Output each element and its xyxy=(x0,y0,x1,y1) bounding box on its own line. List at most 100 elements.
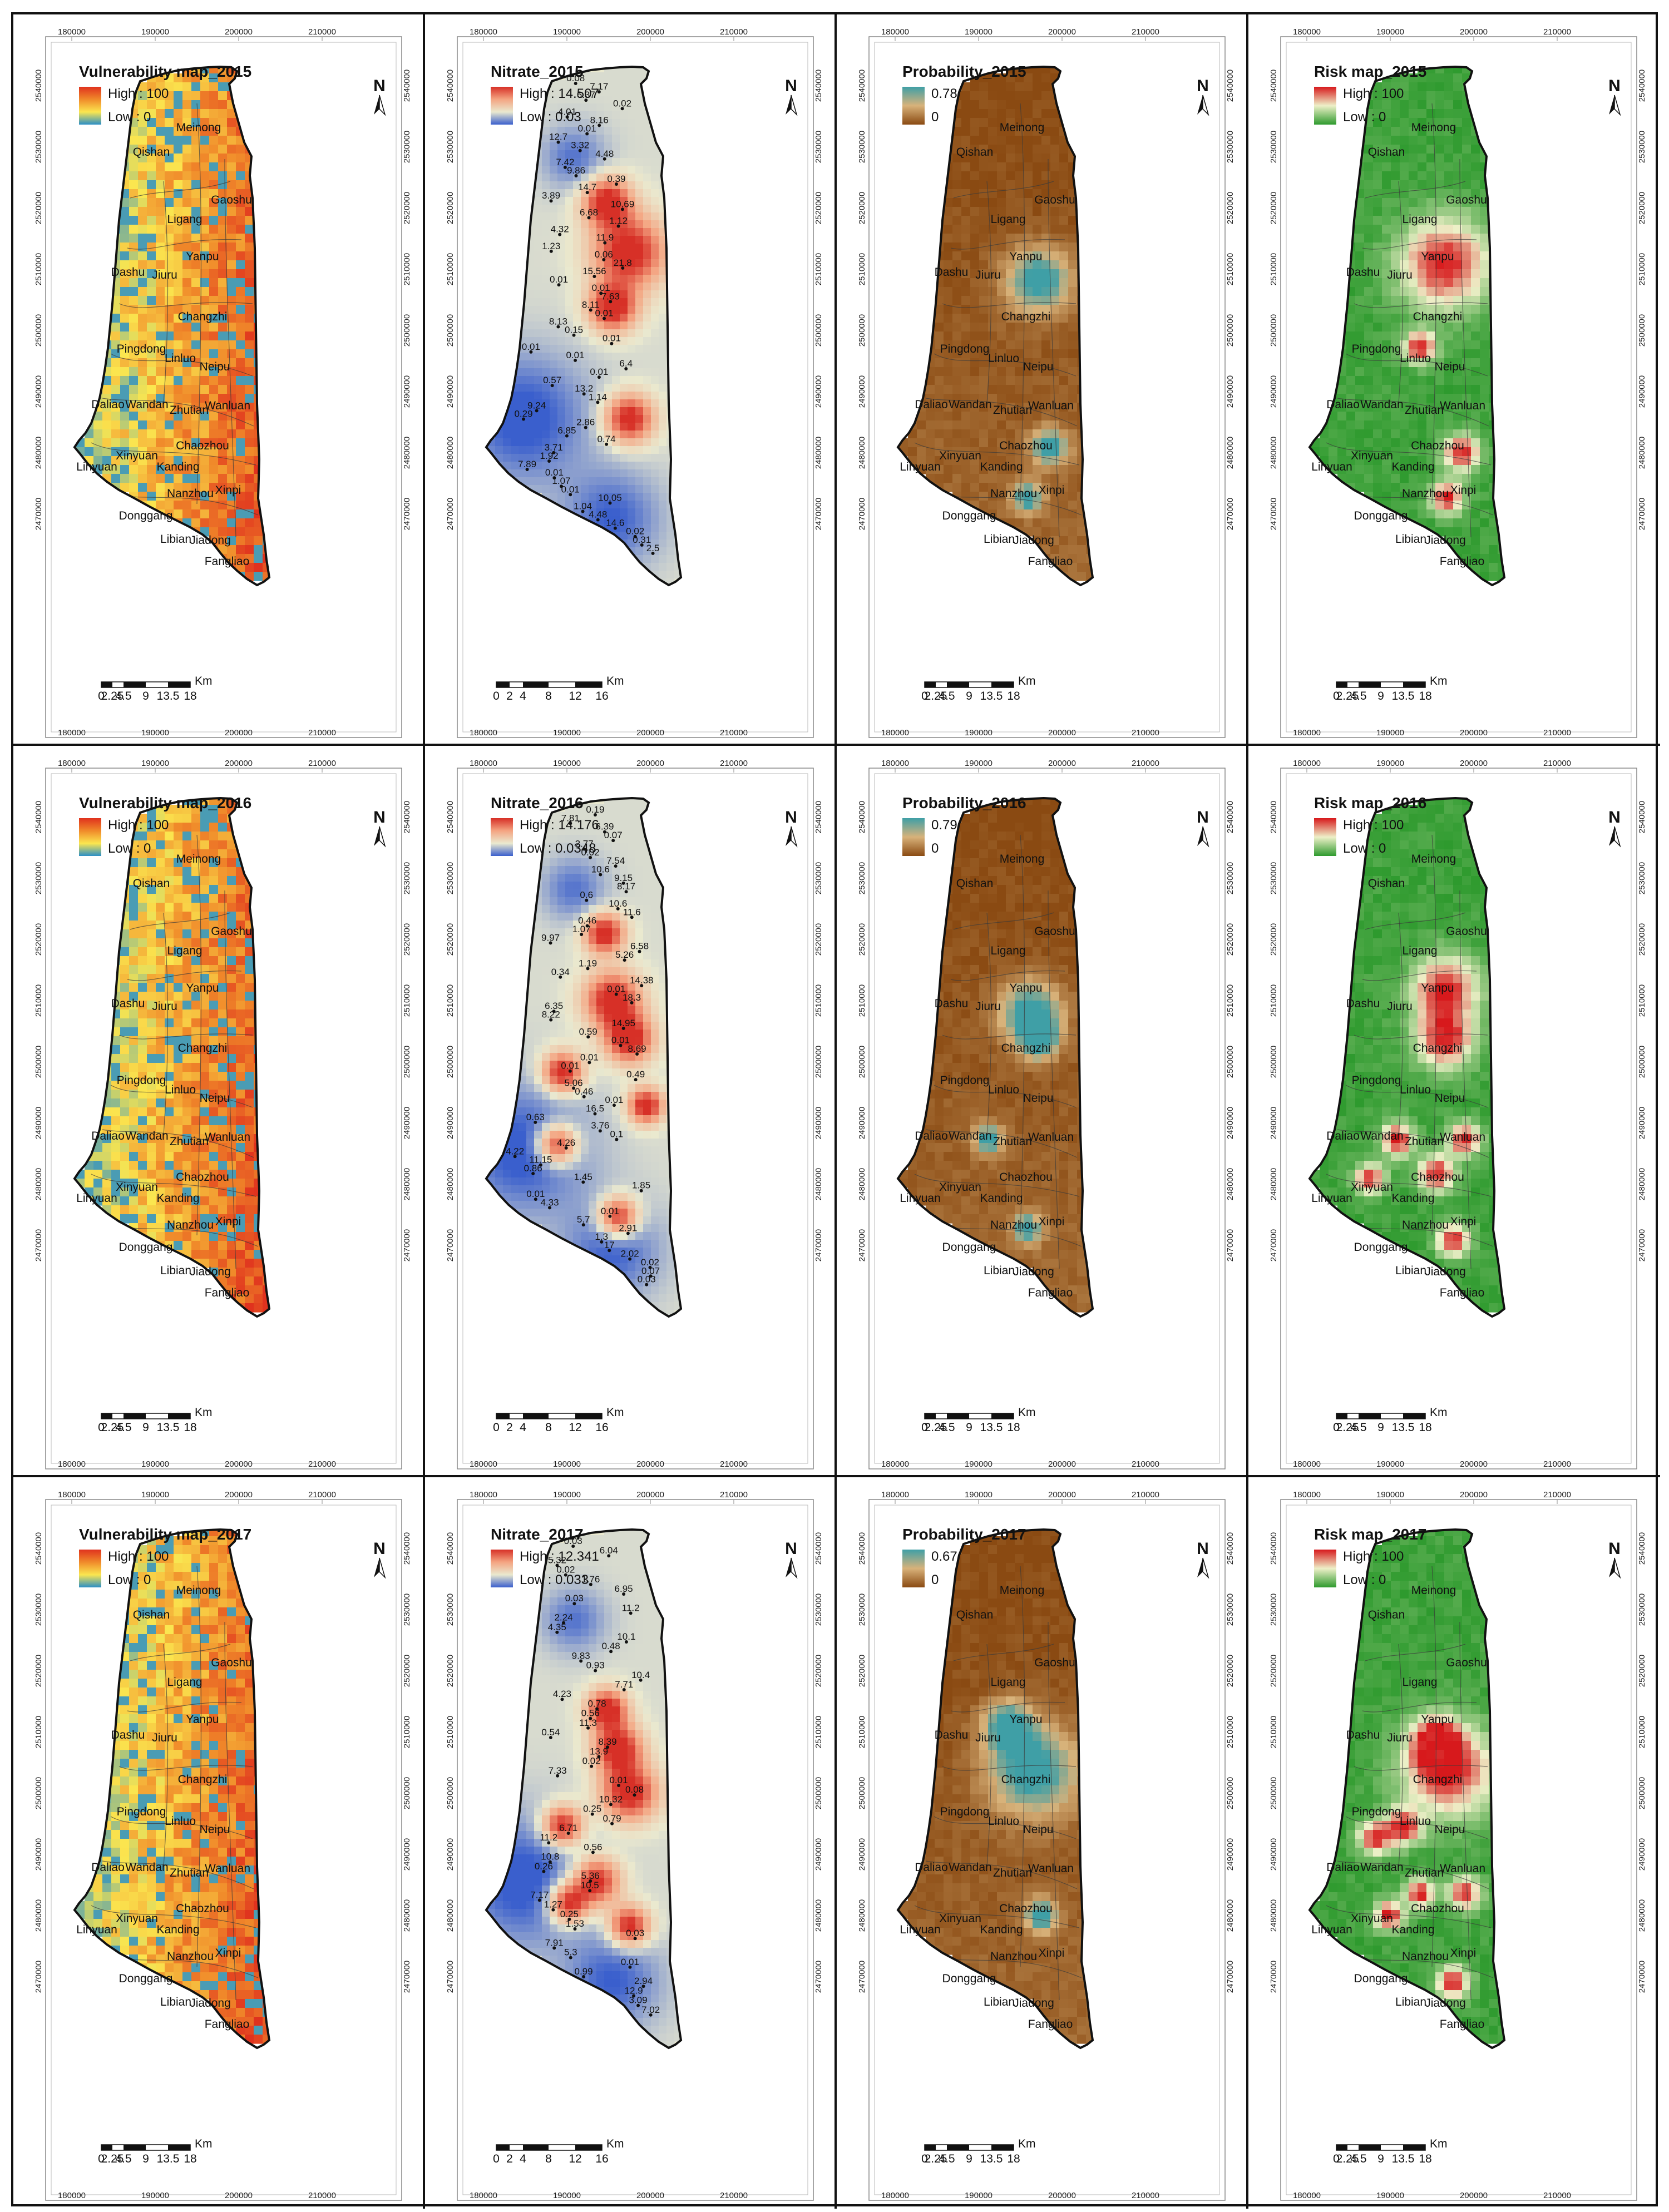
scale-bar: 02.254.5 9 13.5 18 Km xyxy=(921,2137,1035,2165)
town-label: Daliao xyxy=(91,1130,125,1142)
sample-well-point xyxy=(552,476,556,480)
y-coord-right: 2530000 xyxy=(402,131,412,163)
town-label: Chaozhou xyxy=(176,1171,229,1184)
y-coord-left: 2500000 xyxy=(34,1046,43,1078)
y-coord-right: 2510000 xyxy=(1226,1716,1235,1748)
sample-well-point xyxy=(542,1869,546,1873)
map-frame xyxy=(1280,36,1637,738)
sample-well-point xyxy=(622,1592,626,1596)
town-label: Yanpu xyxy=(1421,982,1454,994)
sample-well-point xyxy=(549,941,552,945)
y-coord-right: 2530000 xyxy=(402,1594,412,1626)
y-coord-left: 2530000 xyxy=(34,1594,43,1626)
nitrate-map-panel-2017: 180000 180000 190000 190000 200000 200000 2100… xyxy=(425,1477,837,2209)
y-coord-left: 2480000 xyxy=(446,437,455,469)
map-frame xyxy=(45,36,402,738)
town-label: Qishan xyxy=(133,877,170,890)
scale-tick-label: 0 xyxy=(98,2152,105,2165)
scale-tick-label: 8 xyxy=(545,1421,552,1434)
y-coord-right: 2490000 xyxy=(1637,1838,1647,1870)
sample-well-point xyxy=(633,1793,636,1797)
town-label: Meinong xyxy=(1411,853,1456,865)
y-coord-right: 2540000 xyxy=(814,1532,823,1565)
nitrate-value-label: 2.24 xyxy=(554,1612,572,1623)
sample-well-point xyxy=(639,1189,643,1192)
x-coord-top: 190000 xyxy=(1376,1490,1404,1500)
town-label: Fangliao xyxy=(1440,555,1485,568)
nitrate-value-label: 0.01 xyxy=(607,984,625,994)
scale-tick-label: 2 xyxy=(506,1421,513,1434)
nitrate-value-label: 2.91 xyxy=(619,1223,637,1234)
nitrate-value-label: 4.48 xyxy=(595,149,614,159)
nitrate-value-label: 17 xyxy=(604,1240,615,1250)
town-label: Chaozhou xyxy=(176,439,229,452)
sample-well-point xyxy=(589,855,592,859)
north-arrow-icon: N xyxy=(785,808,798,848)
study-area-outline xyxy=(896,796,1094,1318)
nitrate-value-label: 7.54 xyxy=(606,855,625,866)
map-frame xyxy=(1280,768,1637,1469)
x-coord-bottom: 180000 xyxy=(1293,2191,1321,2200)
nitrate-value-label: 0.02 xyxy=(626,526,644,537)
town-label: Xinpi xyxy=(215,484,241,497)
sample-well-point xyxy=(608,501,612,505)
sample-well-point xyxy=(621,1026,625,1030)
scale-unit-label: Km xyxy=(1018,675,1036,687)
nitrate-value-label: 2.77 xyxy=(575,838,594,849)
map-inner-frame xyxy=(462,1505,808,2195)
sample-well-point xyxy=(614,182,618,186)
town-label: Changzhi xyxy=(1001,1773,1051,1786)
nitrate-value-label: 1.19 xyxy=(579,958,597,968)
scale-bar: 0 2 4 8 12 16 Km xyxy=(493,675,624,702)
nitrate-value-label: 0.19 xyxy=(586,804,604,815)
nitrate-value-label: 7.17 xyxy=(590,81,608,92)
study-area-outline xyxy=(485,65,683,587)
x-coord-bottom: 210000 xyxy=(1132,728,1159,738)
y-coord-right: 2530000 xyxy=(814,1594,823,1626)
town-label: Daliao xyxy=(915,398,948,411)
sample-well-point xyxy=(619,1043,623,1047)
x-coord-top: 180000 xyxy=(881,27,909,37)
town-label: Kanding xyxy=(980,1192,1023,1205)
nitrate-value-label: 0.01 xyxy=(545,467,564,478)
y-coord-left: 2470000 xyxy=(857,498,867,530)
y-coord-left: 2530000 xyxy=(857,1594,867,1626)
sample-well-point xyxy=(547,459,551,463)
sample-well-point xyxy=(586,967,590,971)
map-title: Risk map_2015 xyxy=(1314,63,1426,80)
nitrate-value-label: 7.02 xyxy=(641,2005,660,2015)
sample-well-point xyxy=(594,1669,598,1672)
town-label: Jiadong xyxy=(1013,1265,1054,1278)
town-label: Meinong xyxy=(1411,1584,1456,1597)
town-label: Qishan xyxy=(133,1609,170,1621)
y-coord-right: 2490000 xyxy=(1637,375,1647,408)
sample-well-point xyxy=(539,1163,542,1167)
study-area-outline xyxy=(73,65,271,587)
vuln-map-svg: 180000 180000 190000 190000 200000 200000 2100… xyxy=(34,759,412,1469)
sample-well-point xyxy=(591,1850,595,1854)
town-label: Fangliao xyxy=(1440,1286,1485,1299)
sample-well-point xyxy=(535,409,539,413)
y-coord-right: 2510000 xyxy=(1226,253,1235,285)
sample-well-point xyxy=(634,1078,638,1082)
nitrate-value-label: 8.39 xyxy=(598,1736,616,1747)
y-coord-right: 2500000 xyxy=(814,314,823,347)
nitrate-value-label: 1.85 xyxy=(632,1180,650,1191)
nitrate-value-label: 13.9 xyxy=(590,1746,608,1756)
town-label: Xinpi xyxy=(1450,1215,1477,1228)
sample-well-point xyxy=(612,1103,616,1107)
town-label: Wandan xyxy=(949,1130,991,1142)
legend-color-ramp xyxy=(1314,1550,1336,1587)
x-coord-bottom: 210000 xyxy=(1543,2191,1571,2200)
scale-tick-label: 18 xyxy=(184,690,196,702)
town-label: Qishan xyxy=(956,877,994,890)
sample-well-point xyxy=(559,975,562,979)
scale-unit-label: Km xyxy=(1430,675,1448,687)
x-coord-bottom: 190000 xyxy=(553,2191,581,2200)
town-label: Pingdong xyxy=(1352,343,1401,355)
sample-well-point xyxy=(597,90,601,94)
y-coord-right: 2520000 xyxy=(402,192,412,224)
sample-well-point xyxy=(585,898,589,902)
nitrate-value-label: 6.04 xyxy=(600,1545,618,1556)
town-label: Yanpu xyxy=(1009,250,1042,263)
